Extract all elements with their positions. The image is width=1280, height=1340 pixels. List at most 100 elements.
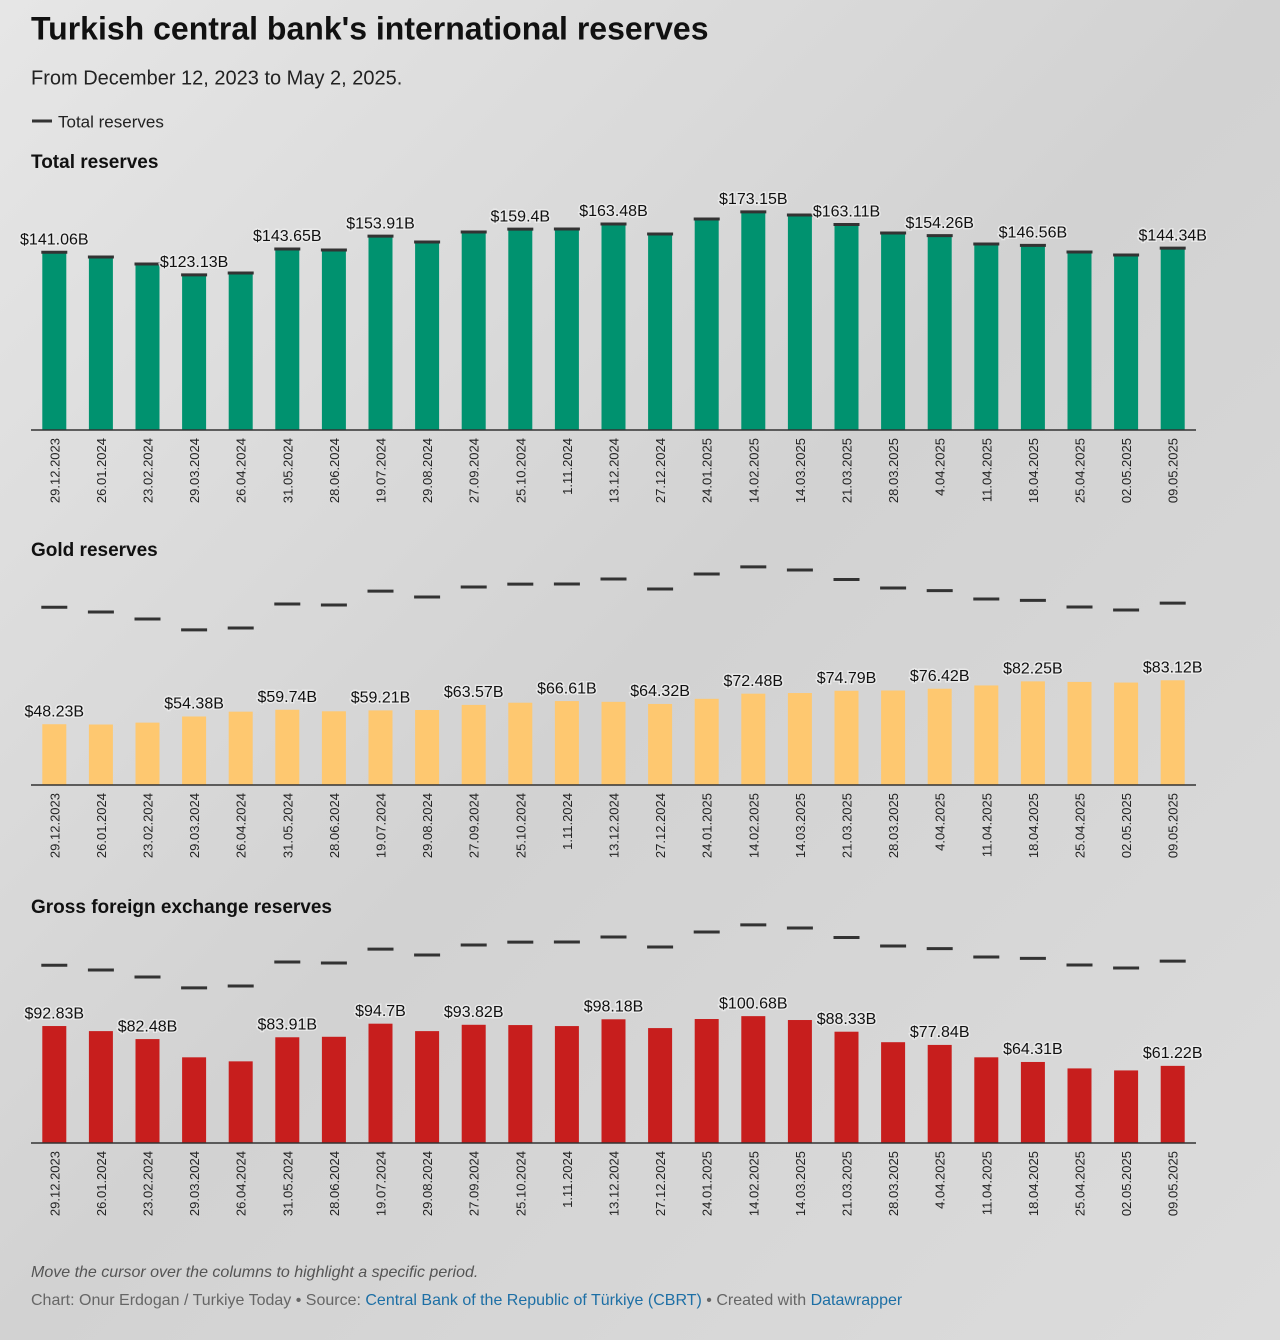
bar <box>461 704 486 785</box>
bar <box>648 1028 673 1143</box>
x-tick-label: 19.07.2024 <box>374 1151 389 1216</box>
x-tick-label: 29.03.2024 <box>187 438 202 503</box>
value-label: $82.25B <box>1003 661 1063 678</box>
value-label: $123.13B <box>160 254 229 271</box>
bar <box>694 218 719 430</box>
bar <box>88 1031 113 1143</box>
value-label: $76.42B <box>910 668 970 685</box>
x-tick-label: 29.08.2024 <box>420 438 435 503</box>
value-label: $100.68B <box>719 995 788 1012</box>
panel-title: Gold reserves <box>31 540 158 561</box>
bar <box>1114 1070 1139 1143</box>
x-tick-label: 4.04.2025 <box>933 1151 948 1209</box>
x-tick-label: 14.02.2025 <box>746 438 761 503</box>
x-tick-label: 28.03.2025 <box>886 438 901 503</box>
x-tick-label: 09.05.2025 <box>1166 1151 1181 1216</box>
bar <box>135 722 160 785</box>
bar <box>182 716 207 785</box>
bar <box>1067 681 1092 785</box>
value-label: $74.79B <box>817 670 877 687</box>
bar <box>321 711 346 785</box>
bar <box>554 701 579 785</box>
bar <box>881 1042 906 1143</box>
bar <box>974 244 999 430</box>
x-tick-label: 29.08.2024 <box>420 1151 435 1216</box>
x-tick-label: 27.09.2024 <box>467 1151 482 1216</box>
x-tick-label: 24.01.2025 <box>700 1151 715 1216</box>
x-tick-label: 27.12.2024 <box>653 1151 668 1216</box>
x-tick-label: 02.05.2025 <box>1119 1151 1134 1216</box>
bar <box>321 1036 346 1143</box>
x-tick-label: 13.12.2024 <box>607 438 622 503</box>
bar <box>368 1023 393 1143</box>
bar <box>927 235 952 430</box>
bar <box>88 724 113 785</box>
bar <box>508 229 533 430</box>
created-text: • Created with <box>706 1292 806 1309</box>
credit: Chart: Onur Erdogan / Turkiye Today • So… <box>31 1292 903 1309</box>
x-tick-label: 4.04.2025 <box>933 793 948 851</box>
credit-text: Chart: Onur Erdogan / Turkiye Today • So… <box>31 1292 361 1309</box>
bar <box>834 690 859 785</box>
x-tick-label: 29.03.2024 <box>187 1151 202 1216</box>
bar <box>1114 254 1139 430</box>
bar <box>275 249 300 430</box>
bar <box>1067 251 1092 430</box>
x-tick-label: 28.06.2024 <box>327 793 342 858</box>
value-label: $159.4B <box>490 208 550 225</box>
value-label: $63.57B <box>444 684 504 701</box>
bar <box>1160 1065 1185 1143</box>
bar <box>554 229 579 430</box>
bar <box>135 264 160 430</box>
bar <box>508 1025 533 1143</box>
x-tick-label: 02.05.2025 <box>1119 438 1134 503</box>
x-tick-label: 28.06.2024 <box>327 438 342 503</box>
x-tick-label: 31.05.2024 <box>280 1151 295 1216</box>
bar <box>182 274 207 430</box>
legend-label: Total reserves <box>58 112 164 131</box>
tool-link[interactable]: Datawrapper <box>811 1292 903 1309</box>
bar <box>1020 245 1045 430</box>
bar <box>694 1019 719 1143</box>
x-tick-label: 25.10.2024 <box>513 1151 528 1216</box>
bar <box>787 693 812 785</box>
bar <box>42 1026 67 1143</box>
x-tick-label: 09.05.2025 <box>1166 438 1181 503</box>
x-tick-label: 1.11.2024 <box>560 1151 575 1208</box>
bar <box>228 273 253 430</box>
value-label: $94.7B <box>355 1003 406 1020</box>
x-tick-label: 14.02.2025 <box>746 1151 761 1216</box>
value-label: $173.15B <box>719 191 788 208</box>
bar <box>321 249 346 430</box>
x-tick-label: 14.03.2025 <box>793 793 808 858</box>
bar <box>1160 680 1185 785</box>
value-label: $64.32B <box>630 683 690 700</box>
x-tick-label: 19.07.2024 <box>374 438 389 503</box>
value-label: $83.12B <box>1143 659 1203 676</box>
source-link[interactable]: Central Bank of the Republic of Türkiye … <box>365 1292 701 1309</box>
x-tick-label: 29.08.2024 <box>420 793 435 858</box>
bar <box>508 702 533 785</box>
subtitle: From December 12, 2023 to May 2, 2025. <box>31 67 402 89</box>
value-label: $48.23B <box>24 703 84 720</box>
bar <box>368 710 393 785</box>
value-label: $83.91B <box>257 1016 317 1033</box>
x-tick-label: 18.04.2025 <box>1026 793 1041 858</box>
value-label: $64.31B <box>1003 1041 1063 1058</box>
value-label: $163.11B <box>813 204 880 221</box>
x-tick-label: 13.12.2024 <box>607 1151 622 1216</box>
bar <box>228 1061 253 1143</box>
bar <box>1160 248 1185 430</box>
bar <box>881 690 906 785</box>
bar <box>42 252 67 430</box>
x-tick-label: 02.05.2025 <box>1119 793 1134 858</box>
x-tick-label: 31.05.2024 <box>280 438 295 503</box>
value-label: $141.06B <box>20 231 89 248</box>
x-tick-label: 26.01.2024 <box>94 793 109 858</box>
value-label: $163.48B <box>579 203 648 220</box>
bar <box>275 709 300 785</box>
bar <box>275 1037 300 1143</box>
bar <box>88 257 113 430</box>
bar <box>135 1039 160 1143</box>
value-label: $144.34B <box>1138 227 1207 244</box>
